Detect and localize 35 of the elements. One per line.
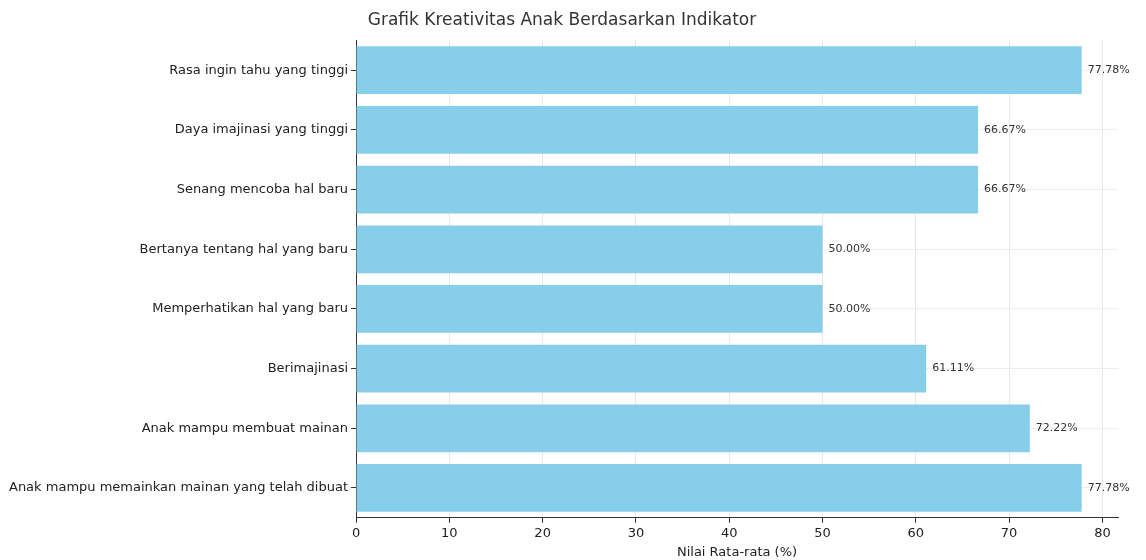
bar: [356, 165, 979, 214]
x-tick-label: 60: [907, 524, 925, 540]
data-label: 50.00%: [828, 301, 871, 315]
data-label: 77.78%: [1087, 63, 1130, 77]
x-tick-label: 0: [351, 524, 361, 540]
bar: [356, 285, 823, 333]
x-tick-label: 20: [534, 524, 551, 540]
data-label: 61.11%: [932, 361, 975, 375]
data-label: 72.22%: [1035, 421, 1078, 435]
bar: [356, 404, 1030, 453]
y-tick-label: Senang mencoba hal baru: [176, 180, 349, 196]
x-tick-label: 40: [720, 524, 738, 540]
y-tick-label: Berimajinasi: [267, 359, 349, 375]
x-tick-label: 80: [1094, 524, 1111, 540]
y-tick-label: Bertanya tentang hal yang baru: [139, 240, 349, 256]
bar: [356, 46, 1082, 95]
y-tick-label: Memperhatikan hal yang baru: [152, 300, 349, 316]
bar: [356, 225, 823, 274]
bar: [356, 106, 979, 154]
x-axis-title: Nilai Rata-rata (%): [676, 543, 798, 559]
chart-title: Grafik Kreativitas Anak Berdasarkan Indikator: [367, 8, 757, 29]
x-tick-label: 70: [1000, 524, 1018, 540]
bar: [356, 344, 927, 393]
y-tick-label: Daya imajinasi yang tinggi: [174, 121, 349, 137]
y-tick-label: Anak mampu membuat mainan: [141, 419, 349, 435]
data-label: 50.00%: [828, 242, 871, 256]
data-label: 66.67%: [984, 182, 1026, 196]
data-label: 77.78%: [1087, 480, 1130, 494]
x-tick-label: 10: [441, 524, 458, 540]
x-tick-label: 50: [814, 524, 831, 540]
y-tick-label: Rasa ingin tahu yang tinggi: [169, 61, 349, 77]
data-label: 66.67%: [984, 122, 1026, 136]
x-tick-label: 30: [627, 524, 645, 540]
bar: [356, 464, 1082, 512]
y-tick-label: Anak mampu memainkan mainan yang telah dibuat: [8, 479, 349, 495]
